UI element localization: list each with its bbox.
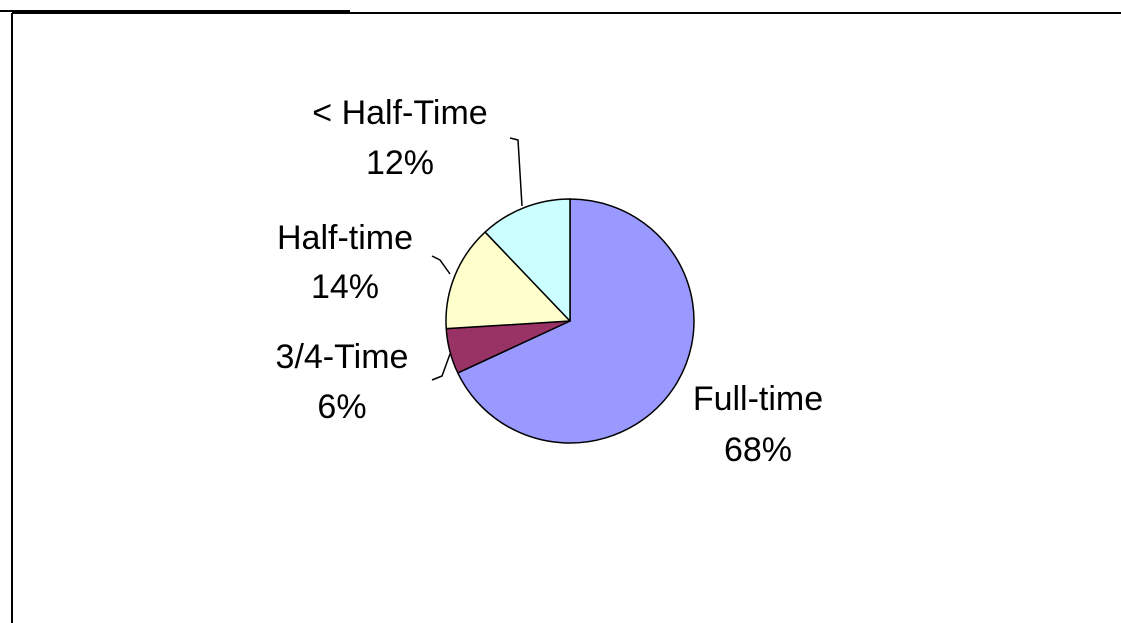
slice-full-time [457,198,695,444]
percent-less-than-half-time: 12% [366,144,434,182]
slice-less-than-half-time [484,198,571,322]
leader-line-half-time [431,255,451,275]
pie-slices [445,198,695,444]
slice-half-time [445,231,571,330]
label-full-time: Full-time [693,380,823,418]
percent-half-time: 14% [311,268,379,306]
label-three-quarter-time: 3/4-Time [276,338,409,376]
label-half-time: Half-time [277,219,413,257]
label-less-than-half-time: < Half-Time [312,94,487,132]
data-labels: < Half-Time 12% Half-time 14% 3/4-Time 6… [276,94,824,469]
leader-line-less-than-half-time [509,137,523,207]
percent-three-quarter-time: 6% [317,388,366,426]
percent-full-time: 68% [724,431,792,469]
leader-line-three-quarter-time [431,353,451,381]
